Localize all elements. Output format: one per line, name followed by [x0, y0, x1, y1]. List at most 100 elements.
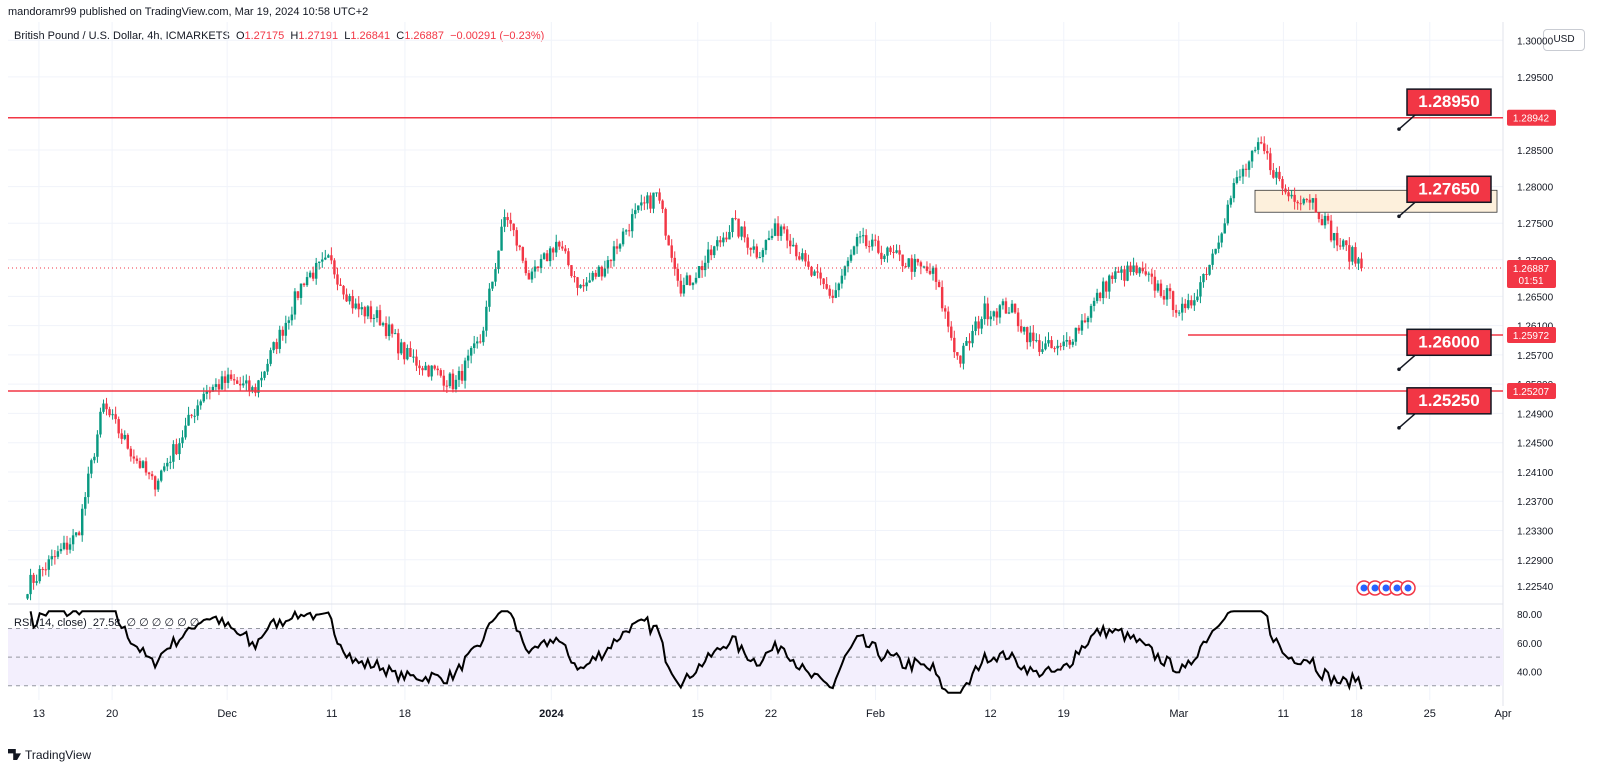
candle-body: [518, 245, 521, 248]
candle-body: [153, 476, 157, 490]
candle-body: [1026, 327, 1029, 343]
candle-body: [521, 247, 525, 261]
candle-body: [886, 247, 889, 256]
candle-body: [1190, 300, 1193, 306]
callout-label: 1.28950: [1418, 92, 1479, 111]
price-tick-label: 1.24100: [1517, 468, 1554, 479]
candle-body: [451, 373, 455, 390]
price-tick-label: 1.27500: [1517, 219, 1554, 230]
candle-body: [1047, 340, 1050, 344]
rsi-title: RSI (14, close): [14, 617, 87, 629]
candle-body: [1256, 142, 1260, 150]
candle-body: [852, 246, 856, 255]
candlestick-series: [26, 136, 1363, 601]
candle-body: [676, 268, 680, 281]
candle-body: [1290, 194, 1293, 197]
price-tick-label: 1.25700: [1517, 351, 1554, 362]
candle-body: [472, 343, 476, 349]
candle-body: [588, 280, 591, 283]
candle-body: [114, 414, 117, 420]
candle-body: [943, 308, 947, 312]
candle-body: [381, 323, 385, 326]
candle-body: [831, 295, 834, 298]
candle-body: [87, 473, 90, 498]
callout-box: [1406, 88, 1492, 116]
candle-body: [974, 321, 977, 332]
candle-body: [56, 551, 60, 557]
candle-body: [673, 257, 676, 269]
candle-body: [548, 248, 552, 262]
callout-anchor: [1397, 214, 1401, 219]
grid-lines: [8, 22, 1504, 706]
time-tick-label: Dec: [217, 708, 237, 720]
candle-body: [217, 384, 221, 390]
candle-body: [418, 365, 421, 369]
candle-body: [965, 340, 968, 346]
candle-body: [1095, 292, 1099, 301]
event-flag-dot: [1382, 584, 1390, 592]
candle-body: [971, 331, 974, 344]
candle-body: [995, 311, 999, 318]
candle-body: [357, 303, 360, 310]
candle-body: [679, 280, 683, 294]
candle-body: [1138, 267, 1141, 274]
candle-body: [1232, 182, 1236, 199]
candle-body: [1335, 232, 1339, 246]
callout-box: [1406, 387, 1492, 415]
candle-body: [713, 246, 716, 256]
callout-anchor: [1397, 127, 1401, 131]
candle-body: [539, 258, 543, 269]
candle-body: [630, 214, 634, 232]
candle-body: [144, 461, 148, 473]
candle-body: [397, 333, 400, 354]
candle-body: [1184, 303, 1187, 309]
candle-body: [160, 470, 163, 481]
candle-body: [576, 277, 579, 288]
candle-body: [232, 379, 236, 381]
candle-body: [74, 532, 78, 536]
candle-body: [700, 266, 704, 271]
candle-body: [172, 444, 175, 462]
candle-body: [779, 226, 783, 236]
candle-body: [400, 342, 403, 354]
callout-pointer: [1398, 114, 1416, 130]
published-caption: mandoramr99 published on TradingView.com…: [8, 6, 369, 18]
level-price-label: 1.28942: [1513, 114, 1550, 125]
currency-button[interactable]: USD: [1543, 29, 1585, 51]
last-price-tag: [1507, 260, 1556, 289]
candle-body: [290, 314, 294, 321]
candle-body: [618, 244, 622, 249]
candle-body: [816, 271, 819, 273]
candle-body: [956, 352, 959, 356]
candle-body: [953, 337, 956, 353]
candle-body: [801, 253, 804, 260]
candle-body: [372, 317, 376, 320]
candle-body: [703, 262, 707, 271]
candle-body: [1281, 179, 1284, 189]
candle-body: [129, 448, 133, 457]
candle-body: [913, 258, 917, 272]
candle-body: [187, 414, 190, 426]
candle-body: [251, 387, 254, 392]
candle-body: [1193, 300, 1196, 306]
candle-body: [1314, 198, 1318, 213]
rsi-value: 27.58: [92, 617, 121, 629]
rsi-pane: 80.00 60.00 40.00: [8, 609, 1542, 694]
candle-body: [245, 380, 248, 384]
candle-body: [1253, 149, 1257, 151]
candle-body: [840, 275, 844, 284]
candle-body: [889, 247, 892, 252]
candle-body: [1022, 327, 1026, 332]
candle-body: [436, 368, 439, 371]
candle-body: [855, 236, 859, 247]
candle-body: [998, 305, 1002, 318]
candle-body: [1108, 275, 1111, 292]
candle-body: [719, 240, 722, 243]
candle-body: [424, 365, 427, 371]
candle-body: [767, 238, 771, 241]
candle-body: [387, 324, 391, 337]
high-value: 1.27191: [298, 30, 339, 42]
candle-body: [533, 266, 537, 272]
candle-body: [393, 333, 397, 335]
